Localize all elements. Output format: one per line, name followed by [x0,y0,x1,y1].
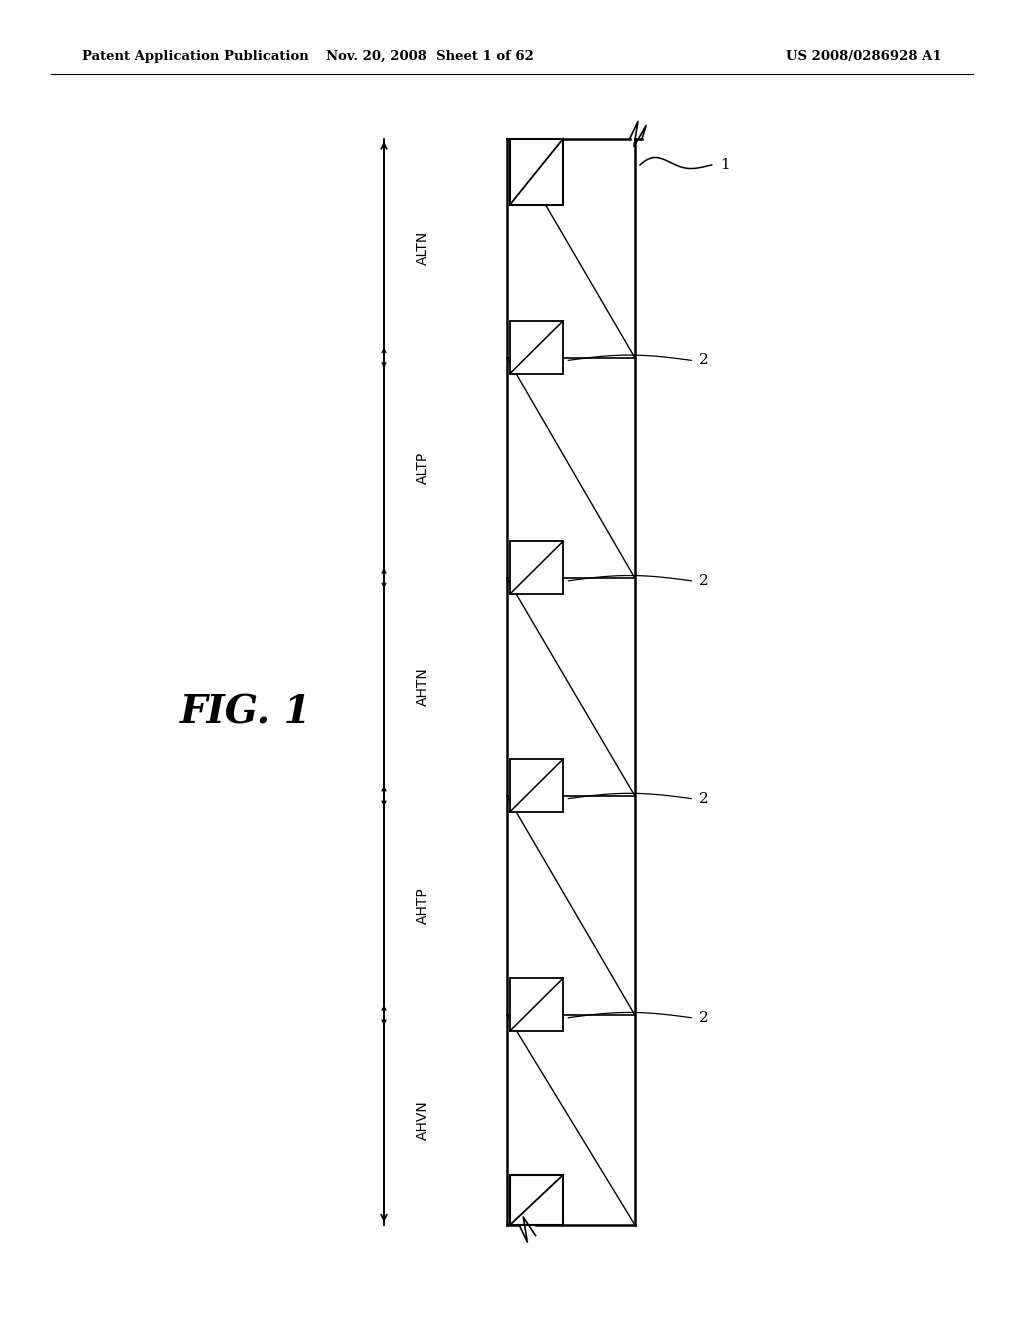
Bar [510,321,563,374]
Text: AHTP: AHTP [416,887,430,924]
Text: AHTN: AHTN [416,668,430,706]
Bar [510,139,563,205]
Text: ALTN: ALTN [416,231,430,265]
Text: 2: 2 [699,1011,710,1024]
Text: 2: 2 [699,354,710,367]
Text: FIG. 1: FIG. 1 [180,694,311,731]
Bar [510,1175,563,1225]
Bar [510,978,563,1031]
Text: 2: 2 [699,792,710,805]
Text: US 2008/0286928 A1: US 2008/0286928 A1 [786,50,942,63]
Text: AHVN: AHVN [416,1100,430,1140]
Text: 2: 2 [699,574,710,587]
Text: ALTP: ALTP [416,451,430,484]
Text: Patent Application Publication: Patent Application Publication [82,50,308,63]
Text: Nov. 20, 2008  Sheet 1 of 62: Nov. 20, 2008 Sheet 1 of 62 [326,50,535,63]
Bar [510,541,563,594]
Bar [510,759,563,812]
Text: 1: 1 [720,158,730,172]
